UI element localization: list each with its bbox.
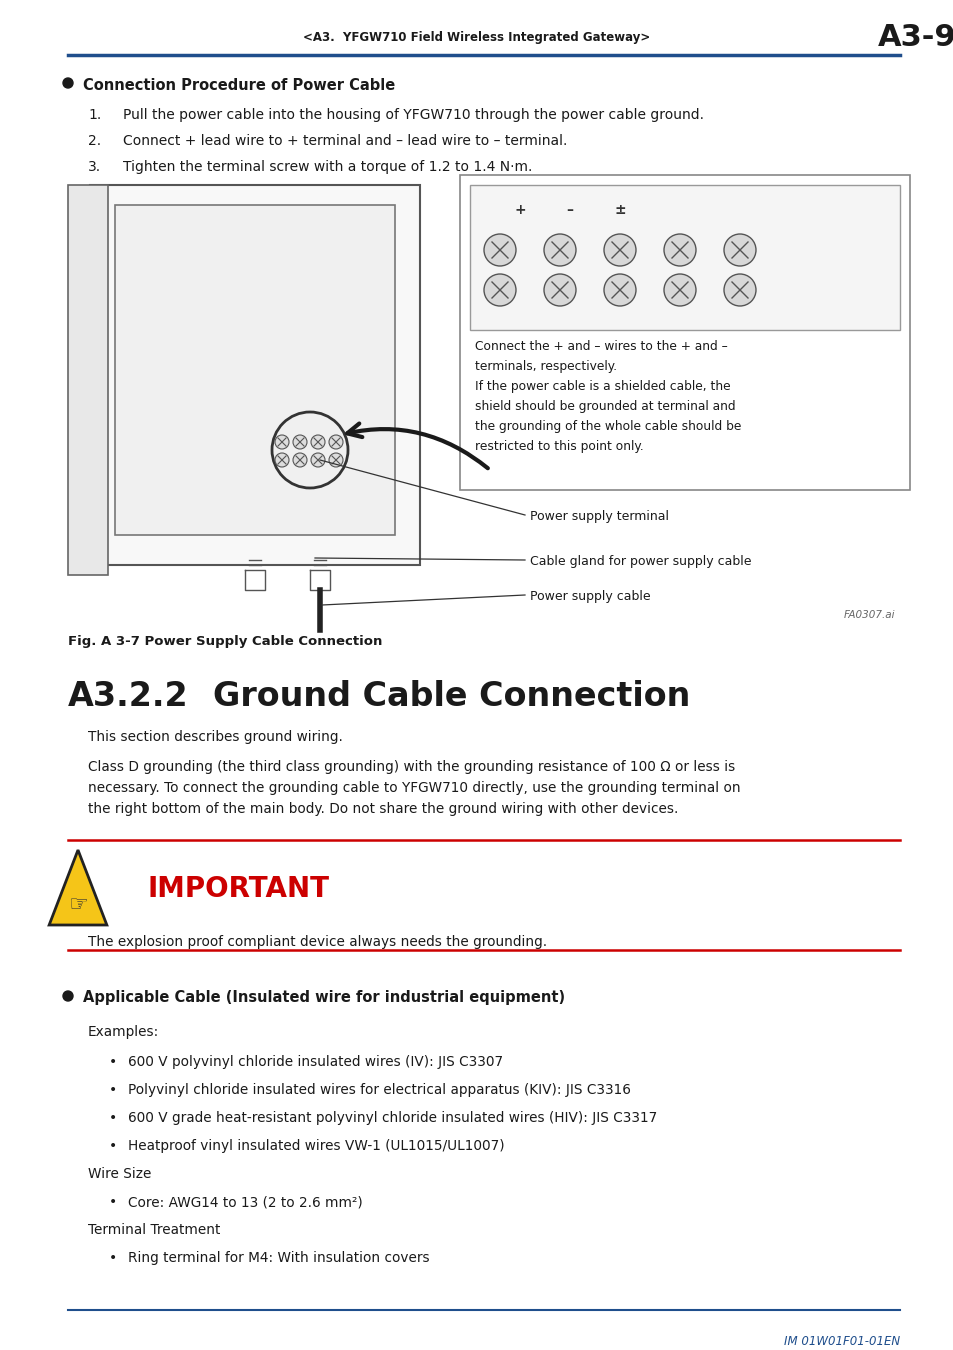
- Circle shape: [483, 234, 516, 266]
- Text: Fig. A 3-7 Power Supply Cable Connection: Fig. A 3-7 Power Supply Cable Connection: [68, 634, 382, 648]
- Bar: [459, 176, 909, 490]
- Text: Class D grounding (the third class grounding) with the grounding resistance of 1: Class D grounding (the third class groun…: [88, 760, 735, 774]
- Text: The explosion proof compliant device always needs the grounding.: The explosion proof compliant device alw…: [88, 936, 547, 949]
- Text: –: –: [566, 202, 573, 217]
- Text: A3-9: A3-9: [877, 23, 953, 53]
- Polygon shape: [50, 850, 107, 925]
- Text: •: •: [109, 1054, 117, 1069]
- Text: Connect the + and – wires to the + and –: Connect the + and – wires to the + and –: [475, 340, 727, 352]
- Text: 600 V grade heat-resistant polyvinyl chloride insulated wires (HIV): JIS C3317: 600 V grade heat-resistant polyvinyl chl…: [128, 1111, 657, 1125]
- Text: Connect + lead wire to + terminal and – lead wire to – terminal.: Connect + lead wire to + terminal and – …: [123, 134, 567, 148]
- Circle shape: [293, 435, 307, 450]
- Text: •: •: [109, 1139, 117, 1153]
- Text: +: +: [514, 202, 525, 217]
- Bar: [63, 176, 430, 616]
- Text: Pull the power cable into the housing of YFGW710 through the power cable ground.: Pull the power cable into the housing of…: [123, 108, 703, 122]
- Text: Power supply terminal: Power supply terminal: [530, 510, 668, 522]
- Circle shape: [483, 274, 516, 306]
- Circle shape: [543, 274, 576, 306]
- Text: This section describes ground wiring.: This section describes ground wiring.: [88, 730, 342, 744]
- Text: Core: AWG14 to 13 (2 to 2.6 mm²): Core: AWG14 to 13 (2 to 2.6 mm²): [128, 1195, 362, 1210]
- Circle shape: [311, 454, 325, 467]
- Text: restricted to this point only.: restricted to this point only.: [475, 440, 643, 454]
- Bar: [68, 185, 108, 575]
- Text: shield should be grounded at terminal and: shield should be grounded at terminal an…: [475, 400, 735, 413]
- Circle shape: [663, 234, 696, 266]
- Circle shape: [311, 435, 325, 450]
- Text: the right bottom of the main body. Do not share the ground wiring with other dev: the right bottom of the main body. Do no…: [88, 802, 678, 815]
- Text: Connection Procedure of Power Cable: Connection Procedure of Power Cable: [83, 78, 395, 93]
- Text: Power supply cable: Power supply cable: [530, 590, 650, 603]
- Circle shape: [603, 274, 636, 306]
- Text: IM 01W01F01-01EN: IM 01W01F01-01EN: [783, 1335, 899, 1349]
- Circle shape: [723, 234, 755, 266]
- Text: •: •: [109, 1111, 117, 1125]
- Text: Cable gland for power supply cable: Cable gland for power supply cable: [530, 555, 751, 568]
- Text: •: •: [109, 1251, 117, 1265]
- Text: 2.: 2.: [88, 134, 101, 148]
- Text: Terminal Treatment: Terminal Treatment: [88, 1223, 220, 1237]
- Text: A3.2.2: A3.2.2: [68, 680, 189, 713]
- Bar: [90, 185, 419, 566]
- Circle shape: [663, 274, 696, 306]
- Text: Ground Cable Connection: Ground Cable Connection: [213, 680, 690, 713]
- Text: ☞: ☞: [68, 895, 88, 915]
- Text: If the power cable is a shielded cable, the: If the power cable is a shielded cable, …: [475, 379, 730, 393]
- Circle shape: [274, 435, 289, 450]
- Circle shape: [329, 435, 343, 450]
- Text: <A3.  YFGW710 Field Wireless Integrated Gateway>: <A3. YFGW710 Field Wireless Integrated G…: [303, 31, 650, 45]
- Bar: [115, 205, 395, 535]
- Text: Examples:: Examples:: [88, 1025, 159, 1040]
- Text: terminals, respectively.: terminals, respectively.: [475, 360, 617, 373]
- Text: •: •: [109, 1083, 117, 1098]
- Circle shape: [274, 454, 289, 467]
- Circle shape: [293, 454, 307, 467]
- Text: Applicable Cable (Insulated wire for industrial equipment): Applicable Cable (Insulated wire for ind…: [83, 990, 564, 1004]
- Text: the grounding of the whole cable should be: the grounding of the whole cable should …: [475, 420, 740, 433]
- Circle shape: [603, 234, 636, 266]
- Text: 1.: 1.: [88, 108, 101, 122]
- Text: Polyvinyl chloride insulated wires for electrical apparatus (KIV): JIS C3316: Polyvinyl chloride insulated wires for e…: [128, 1083, 630, 1098]
- Text: 600 V polyvinyl chloride insulated wires (IV): JIS C3307: 600 V polyvinyl chloride insulated wires…: [128, 1054, 502, 1069]
- Bar: [470, 185, 899, 329]
- Text: Tighten the terminal screw with a torque of 1.2 to 1.4 N·m.: Tighten the terminal screw with a torque…: [123, 161, 532, 174]
- Text: IMPORTANT: IMPORTANT: [148, 875, 330, 903]
- Text: 3.: 3.: [88, 161, 101, 174]
- Circle shape: [723, 274, 755, 306]
- Text: •: •: [109, 1195, 117, 1210]
- Circle shape: [63, 991, 73, 1000]
- Circle shape: [329, 454, 343, 467]
- Text: ±: ±: [614, 202, 625, 217]
- Text: Heatproof vinyl insulated wires VW-1 (UL1015/UL1007): Heatproof vinyl insulated wires VW-1 (UL…: [128, 1139, 504, 1153]
- Text: FA0307.ai: FA0307.ai: [842, 610, 894, 620]
- Text: Wire Size: Wire Size: [88, 1166, 152, 1181]
- Circle shape: [63, 78, 73, 88]
- Circle shape: [543, 234, 576, 266]
- Text: Ring terminal for M4: With insulation covers: Ring terminal for M4: With insulation co…: [128, 1251, 429, 1265]
- Text: necessary. To connect the grounding cable to YFGW710 directly, use the grounding: necessary. To connect the grounding cabl…: [88, 782, 740, 795]
